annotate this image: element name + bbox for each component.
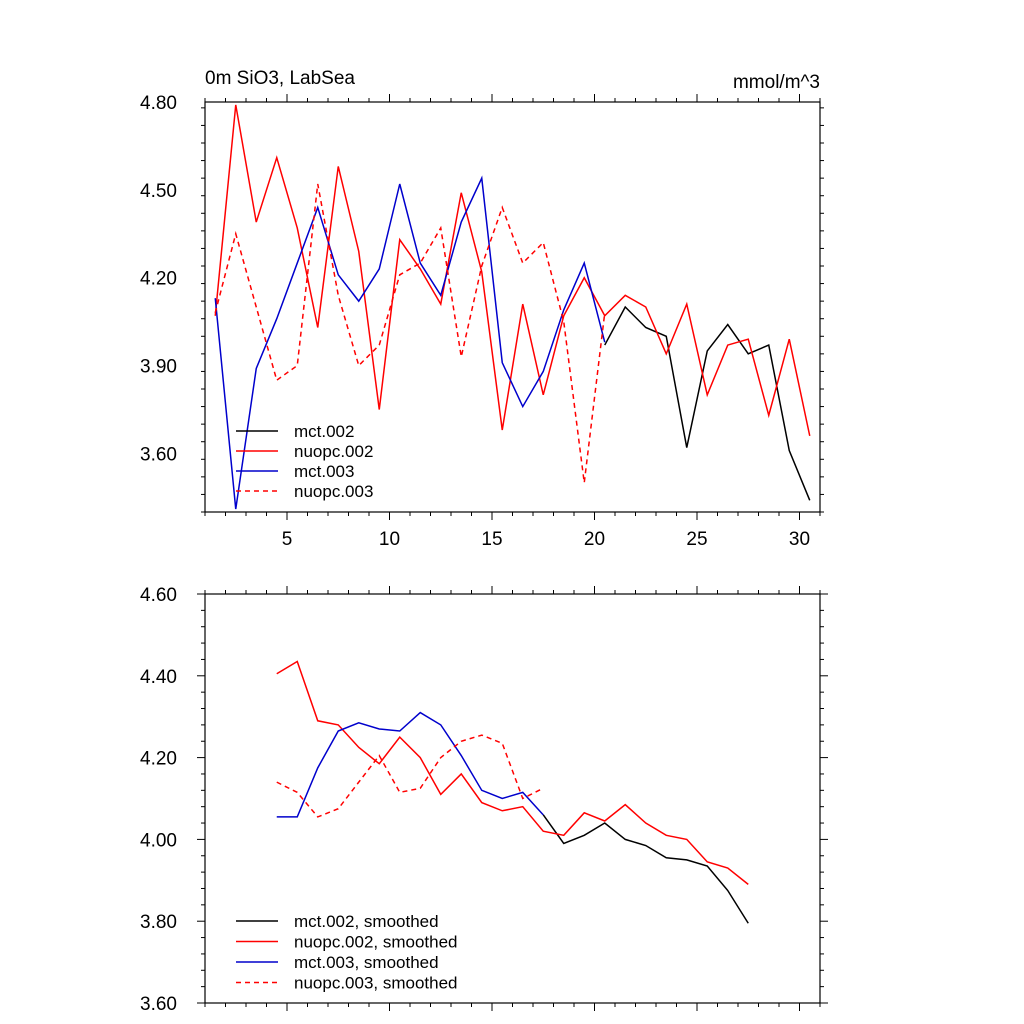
legend-label: mct.003 xyxy=(294,462,354,481)
series-line-mct-003 xyxy=(214,175,606,510)
y-tick-label: 4.50 xyxy=(140,181,177,202)
legend-label: nuopc.003, smoothed xyxy=(294,974,458,993)
legend-label: mct.002 xyxy=(294,422,354,441)
series-line-nuopc-002 xyxy=(214,104,811,437)
x-tick-label: 10 xyxy=(379,529,400,550)
legend-label: nuopc.002, smoothed xyxy=(294,933,458,952)
x-tick-label: 5 xyxy=(282,529,293,550)
y-tick-label: 4.40 xyxy=(140,667,177,688)
y-tick-label: 3.90 xyxy=(140,357,177,378)
series-line-mct-003-smoothed xyxy=(276,711,544,818)
legend-label: nuopc.002 xyxy=(294,442,373,461)
series-line-mct-002-smoothed xyxy=(542,814,749,924)
series-line-mct-002 xyxy=(604,305,811,501)
x-tick-label: 15 xyxy=(481,529,502,550)
y-tick-label: 4.00 xyxy=(140,830,177,851)
series-line-nuopc-002-smoothed xyxy=(276,660,749,885)
top-panel-title: 0m SiO3, LabSea xyxy=(205,68,355,89)
x-tick-label: 20 xyxy=(584,529,605,550)
y-tick-label: 3.80 xyxy=(140,912,177,933)
y-tick-label: 4.20 xyxy=(140,749,177,770)
series-line-nuopc-003-smoothed xyxy=(276,734,544,818)
y-tick-label: 3.60 xyxy=(140,444,177,465)
y-tick-label: 4.60 xyxy=(140,585,177,606)
y-tick-label: 3.60 xyxy=(140,994,177,1015)
legend-label: mct.003, smoothed xyxy=(294,953,439,972)
top-panel: 0m SiO3, LabSea mmol/m^3 5 10 15 20 25 30 3.60… xyxy=(140,68,824,550)
series-line-nuopc-003 xyxy=(214,183,606,483)
y-tick-label: 4.80 xyxy=(140,93,177,114)
bottom-panel: 3.60 3.80 4.00 4.20 4.40 4.60 mct.002, smoothe… xyxy=(140,585,828,1015)
legend-label: mct.002, smoothed xyxy=(294,912,439,931)
x-tick-label: 30 xyxy=(789,529,810,550)
legend-label: nuopc.003 xyxy=(294,482,373,501)
x-tick-label: 25 xyxy=(686,529,707,550)
top-panel-units: mmol/m^3 xyxy=(733,72,820,93)
y-tick-label: 4.20 xyxy=(140,269,177,290)
